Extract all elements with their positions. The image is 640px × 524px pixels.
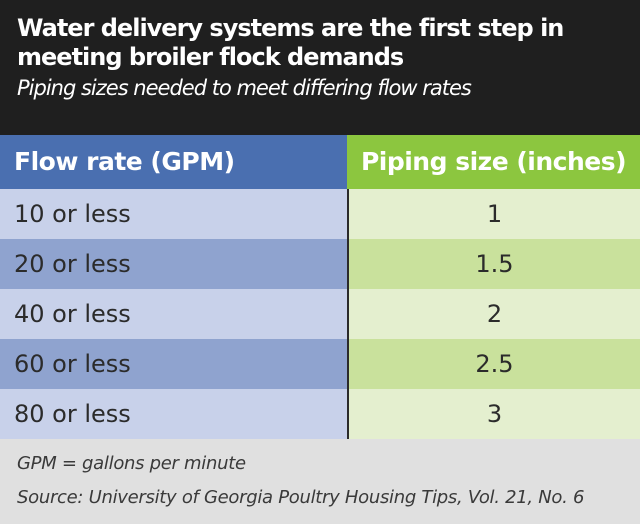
- header-banner: Water delivery systems are the first ste…: [0, 0, 640, 135]
- footnote: GPM = gallons per minute: [17, 453, 246, 474]
- piping-size-cell: 3: [347, 389, 640, 439]
- flow-rate-cell: 60 or less: [0, 339, 347, 389]
- column-header-flow-rate: Flow rate (GPM): [0, 135, 347, 189]
- piping-size-cell: 1: [347, 189, 640, 239]
- column-header-piping-size: Piping size (inches): [347, 135, 640, 189]
- subtitle: Piping sizes needed to meet differing fl…: [17, 76, 472, 100]
- flow-rate-cell: 10 or less: [0, 189, 347, 239]
- title: Water delivery systems are the first ste…: [17, 14, 564, 71]
- table-header: Flow rate (GPM) Piping size (inches): [0, 135, 640, 189]
- source-credit: Source: University of Georgia Poultry Ho…: [17, 487, 585, 508]
- table-row: 40 or less 2: [0, 289, 640, 339]
- table-row: 60 or less 2.5: [0, 339, 640, 389]
- table-row: 10 or less 1: [0, 189, 640, 239]
- piping-size-cell: 1.5: [347, 239, 640, 289]
- flow-rate-cell: 20 or less: [0, 239, 347, 289]
- flow-rate-cell: 40 or less: [0, 289, 347, 339]
- piping-size-cell: 2: [347, 289, 640, 339]
- table-row: 20 or less 1.5: [0, 239, 640, 289]
- flow-rate-cell: 80 or less: [0, 389, 347, 439]
- table-row: 80 or less 3: [0, 389, 640, 439]
- piping-size-cell: 2.5: [347, 339, 640, 389]
- footer: GPM = gallons per minute Source: Univers…: [0, 439, 640, 524]
